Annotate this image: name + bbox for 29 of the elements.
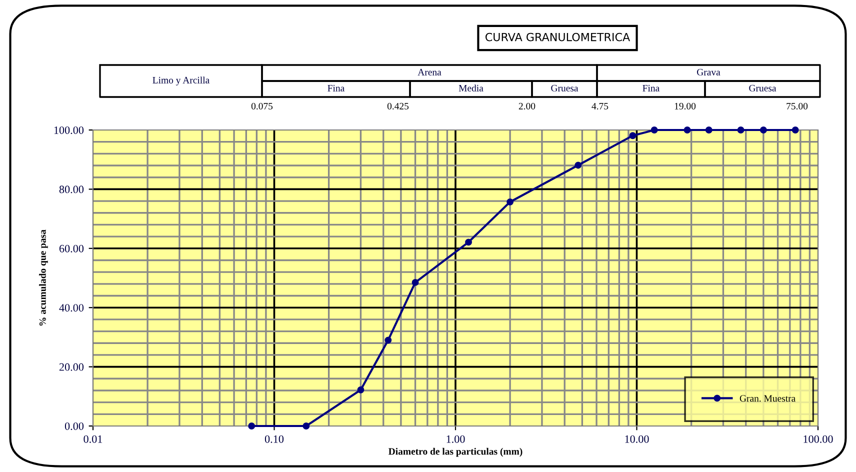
y-tick-label: 20.00 <box>59 363 84 371</box>
chart-title: CURVA GRANULOMETRICA <box>486 32 630 42</box>
y-tick-label: 60.00 <box>59 244 84 252</box>
text: Grava <box>697 68 720 76</box>
text: Gruesa <box>749 84 776 92</box>
legend-label: Gran. Muestra <box>740 395 796 402</box>
text: Fina <box>642 84 660 92</box>
y-tick-label: 40.00 <box>59 304 84 312</box>
text: Gruesa <box>551 84 578 92</box>
text: Media <box>458 84 484 92</box>
text: Limo y Arcilla <box>152 76 210 86</box>
y-tick-label: 0.00 <box>64 422 84 430</box>
x-tick-label: 0.10 <box>264 435 284 443</box>
x-tick-label: 1.00 <box>446 435 465 443</box>
text: 0.075 <box>251 102 273 110</box>
x-tick-label: 10.00 <box>625 435 649 443</box>
x-tick-label: 100.00 <box>804 435 833 443</box>
x-tick-label: 0.01 <box>84 435 102 443</box>
text: 19.00 <box>674 102 696 110</box>
y-tick-label: 100.00 <box>54 126 84 134</box>
x-axis-title: Diametro de las particulas (mm) <box>388 448 522 457</box>
text: 75.00 <box>786 102 808 110</box>
text: Arena <box>418 68 442 76</box>
text: Fina <box>328 84 345 92</box>
text: 2.00 <box>518 102 536 110</box>
text: 4.75 <box>592 102 608 110</box>
y-axis-title: % acumulado que pasa <box>39 230 48 326</box>
text: 0.425 <box>387 102 409 110</box>
y-tick-label: 80.00 <box>59 186 84 194</box>
